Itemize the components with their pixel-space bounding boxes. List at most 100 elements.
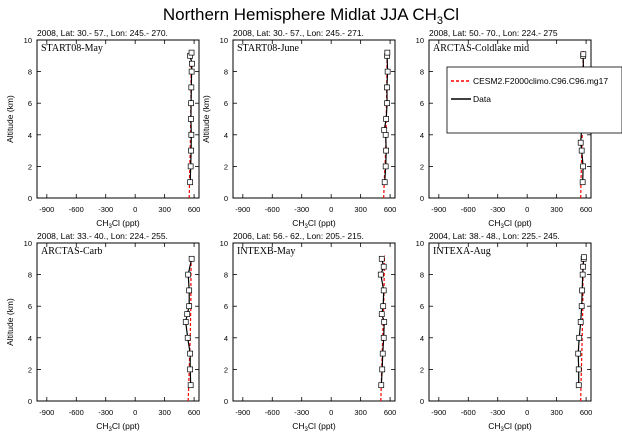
data-point-marker <box>187 382 194 389</box>
panel-header: 2008, Lat: 30.- 57., Lon: 245.- 270. <box>37 28 168 38</box>
y-tick-label: 4 <box>28 334 32 343</box>
data-point-marker <box>381 127 388 133</box>
data-point-marker <box>188 100 194 107</box>
y-tick-label: 0 <box>420 194 424 203</box>
data-point-marker <box>581 254 587 261</box>
y-tick-label: 4 <box>224 334 228 343</box>
plot-frame <box>232 242 396 402</box>
x-tick-label: 300 <box>550 408 563 417</box>
y-tick-label: 10 <box>220 239 228 248</box>
y-tick-label: 6 <box>224 99 228 108</box>
data-point-marker <box>380 303 387 310</box>
chart-panels: 2008, Lat: 30.- 57., Lon: 245.- 270. STAR… <box>5 28 592 433</box>
y-axis-label: Altitude (km) <box>5 298 15 346</box>
x-tick-label: -300 <box>490 205 505 214</box>
y-tick-label: 6 <box>420 302 424 311</box>
x-tick-label: 600 <box>580 205 593 214</box>
x-tick-label: 300 <box>550 205 563 214</box>
x-tick-label: 300 <box>158 205 171 214</box>
chart-panel: 2004, Lat: 38.- 48., Lon: 225.- 245. INTE… <box>416 231 593 433</box>
x-tick-label: 300 <box>354 408 367 417</box>
y-tick-label: 0 <box>28 194 32 203</box>
x-tick-label: -600 <box>461 408 476 417</box>
y-axis-label: Altitude (km) <box>201 95 211 143</box>
data-point-marker <box>380 263 387 270</box>
y-tick-label: 8 <box>224 271 228 280</box>
x-tick-label: 600 <box>188 408 201 417</box>
y-tick-label: 8 <box>28 68 32 77</box>
y-tick-label: 4 <box>224 131 228 140</box>
data-point-marker <box>580 163 586 170</box>
y-tick-label: 4 <box>28 131 32 140</box>
x-tick-label: 0 <box>133 205 137 214</box>
x-tick-label: -600 <box>69 408 84 417</box>
plot-frame <box>36 39 200 199</box>
data-point-marker <box>578 303 585 310</box>
y-tick-label: 2 <box>28 365 32 374</box>
y-tick-label: 8 <box>28 271 32 280</box>
y-tick-label: 2 <box>420 365 424 374</box>
data-point-marker <box>188 131 195 138</box>
plot-frame <box>428 242 592 402</box>
y-tick-label: 0 <box>420 397 424 406</box>
y-tick-label: 10 <box>220 36 228 45</box>
y-tick-label: 8 <box>224 68 228 77</box>
data-point-marker <box>577 319 584 325</box>
figure-title-suffix: Cl <box>443 5 459 24</box>
panel-header: 2006, Lat: 56.- 62., Lon: 205.- 215. <box>233 231 364 241</box>
data-point-marker <box>379 350 386 357</box>
chart-panel: 2008, Lat: 33.- 40., Lon: 224.- 255. ARCT… <box>5 231 200 433</box>
x-tick-label: 0 <box>133 408 137 417</box>
y-tick-label: 6 <box>420 99 424 108</box>
x-tick-label: 0 <box>329 205 333 214</box>
chart-panel: 2006, Lat: 56.- 62., Lon: 205.- 215. INTE… <box>220 231 397 433</box>
chart-panel: 2008, Lat: 30.- 57., Lon: 245.- 271. STAR… <box>201 28 396 230</box>
data-point-marker <box>187 179 194 186</box>
x-tick-label: -900 <box>235 408 250 417</box>
x-tick-label: 0 <box>525 205 529 214</box>
x-tick-label: 600 <box>384 408 397 417</box>
x-tick-label: -600 <box>265 408 280 417</box>
plot-frame <box>232 39 396 199</box>
data-point-marker <box>578 147 585 154</box>
panel-header: 2008, Lat: 50.- 70., Lon: 224.- 275 <box>429 28 558 38</box>
data-point-marker <box>379 366 386 373</box>
x-tick-label: -900 <box>431 205 446 214</box>
data-point-marker <box>186 303 193 310</box>
x-tick-label: 300 <box>354 205 367 214</box>
data-point-marker <box>378 255 385 262</box>
figure-title: Northern Hemisphere Midlat JJA CH3Cl <box>163 5 459 27</box>
data-point-marker <box>187 350 194 357</box>
y-tick-label: 2 <box>420 162 424 171</box>
data-point-marker <box>188 116 194 122</box>
data-point-marker <box>577 139 584 146</box>
y-tick-label: 2 <box>224 365 228 374</box>
model-series-line <box>187 257 192 402</box>
y-tick-label: 8 <box>420 68 424 77</box>
x-tick-label: -900 <box>431 408 446 417</box>
x-axis-label: CH3Cl (ppt) <box>488 421 532 433</box>
data-point-marker <box>575 366 582 373</box>
x-tick-label: -900 <box>39 408 54 417</box>
x-tick-label: -300 <box>98 205 113 214</box>
legend-label: Data <box>473 94 491 104</box>
x-axis-label: CH3Cl (ppt) <box>292 421 336 433</box>
data-point-marker <box>184 334 191 341</box>
x-tick-label: 600 <box>384 205 397 214</box>
x-tick-label: -900 <box>235 205 250 214</box>
data-point-marker <box>188 49 195 56</box>
data-point-marker <box>380 287 387 294</box>
data-point-marker <box>575 350 582 357</box>
y-tick-label: 0 <box>224 194 228 203</box>
x-tick-label: 600 <box>188 205 201 214</box>
y-axis-label: Altitude (km) <box>5 95 15 143</box>
y-tick-label: 10 <box>416 239 424 248</box>
x-tick-label: 300 <box>158 408 171 417</box>
data-point-marker <box>185 271 192 278</box>
x-tick-label: 0 <box>329 408 333 417</box>
plot-frame <box>36 242 200 402</box>
panel-header: 2004, Lat: 38.- 48., Lon: 225.- 245. <box>429 231 560 241</box>
data-point-marker <box>188 255 195 262</box>
data-point-marker <box>383 147 390 154</box>
